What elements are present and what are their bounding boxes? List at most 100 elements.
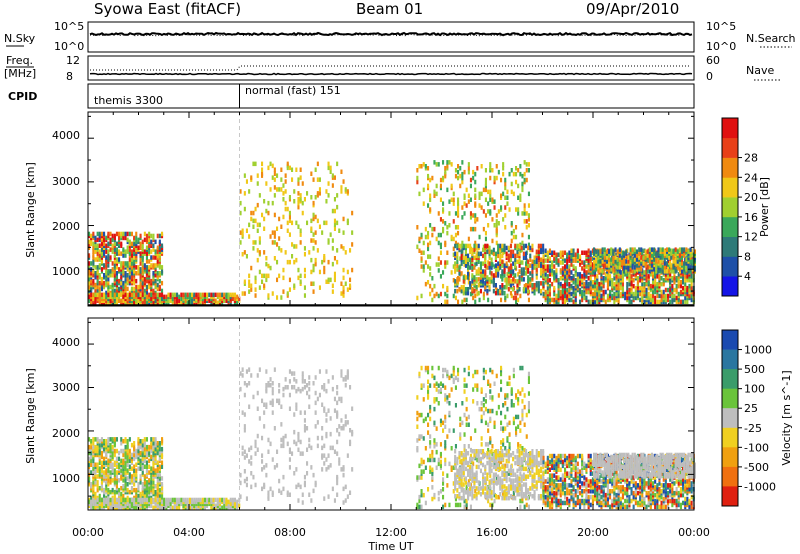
- heatmap-cell: [460, 253, 463, 259]
- heatmap-cell: [439, 242, 442, 248]
- heatmap-cell: [295, 484, 298, 490]
- heatmap-cell: [314, 261, 317, 267]
- heatmap-cell: [265, 463, 268, 468]
- heatmap-cell: [674, 247, 677, 252]
- heatmap-cell: [128, 503, 131, 508]
- heatmap-cell: [504, 225, 507, 230]
- heatmap-cell: [145, 269, 148, 274]
- heatmap-cell: [663, 261, 666, 266]
- heatmap-cell: [652, 297, 655, 303]
- heatmap-cell: [88, 231, 91, 237]
- heatmap-cell: [282, 474, 285, 480]
- heatmap-cell: [628, 299, 631, 305]
- heatmap-cell: [478, 203, 481, 208]
- heatmap-cell: [473, 275, 476, 280]
- heatmap-cell: [130, 261, 133, 266]
- heatmap-cell: [145, 493, 148, 499]
- heatmap-cell: [693, 265, 696, 270]
- heatmap-cell: [660, 289, 663, 295]
- heatmap-cell: [221, 497, 224, 503]
- heatmap-cell: [641, 295, 644, 301]
- heatmap-cell: [625, 269, 628, 274]
- heatmap-cell: [631, 265, 634, 270]
- heatmap-cell: [652, 264, 655, 269]
- heatmap-cell: [223, 298, 226, 303]
- heatmap-cell: [150, 480, 153, 485]
- heatmap-cell: [288, 379, 291, 384]
- heatmap-cell: [594, 283, 597, 289]
- heatmap-cell: [107, 263, 110, 268]
- heatmap-cell: [469, 247, 472, 253]
- heatmap-cell: [488, 277, 491, 282]
- heatmap-cell: [525, 177, 528, 183]
- heatmap-cell: [510, 221, 513, 226]
- heatmap-cell: [156, 482, 159, 487]
- heatmap-cell: [158, 278, 161, 284]
- heatmap-cell: [124, 261, 127, 266]
- heatmap-cell: [494, 271, 497, 276]
- heatmap-cell: [303, 379, 306, 384]
- heatmap-cell: [154, 456, 157, 462]
- heatmap-cell: [284, 433, 287, 439]
- heatmap-cell: [572, 299, 575, 305]
- heatmap-cell: [487, 209, 490, 214]
- heatmap-cell: [241, 410, 244, 415]
- heatmap-cell: [100, 468, 103, 473]
- heatmap-cell: [88, 284, 91, 290]
- heatmap-cell: [593, 247, 596, 252]
- heatmap-cell: [291, 242, 294, 247]
- heatmap-cell: [467, 280, 470, 285]
- heatmap-cell: [529, 263, 532, 268]
- heatmap-cell: [314, 195, 317, 200]
- heatmap-cell: [241, 451, 244, 456]
- heatmap-cell: [686, 299, 689, 305]
- heatmap-cell: [115, 247, 118, 252]
- heatmap-cell: [137, 265, 140, 270]
- heatmap-cell: [647, 280, 650, 285]
- heatmap-cell: [239, 200, 242, 206]
- heatmap-cell: [137, 466, 140, 471]
- heatmap-cell: [321, 385, 324, 390]
- heatmap-cell: [145, 237, 148, 243]
- heatmap-cell: [442, 201, 445, 206]
- heatmap-cell: [482, 226, 485, 232]
- heatmap-cell: [512, 269, 515, 274]
- heatmap-cell: [690, 293, 693, 299]
- heatmap-cell: [442, 226, 445, 232]
- heatmap-cell: [492, 273, 495, 278]
- heatmap-cell: [276, 242, 279, 247]
- heatmap-cell: [261, 459, 264, 464]
- heatmap-cell: [111, 497, 114, 503]
- heatmap-cell: [303, 418, 306, 423]
- heatmap-cell: [90, 292, 93, 298]
- heatmap-cell: [610, 261, 613, 266]
- heatmap-cell: [321, 259, 324, 265]
- heatmap-cell: [540, 281, 543, 286]
- heatmap-cell: [484, 168, 487, 173]
- heatmap-cell: [271, 230, 274, 235]
- heatmap-cell: [458, 243, 461, 249]
- heatmap-cell: [107, 241, 110, 247]
- heatmap-cell: [583, 295, 586, 301]
- heatmap-cell: [297, 431, 300, 437]
- heatmap-cell: [169, 497, 172, 503]
- heatmap-cell: [482, 187, 485, 193]
- heatmap-cell: [284, 189, 287, 194]
- heatmap-cell: [632, 278, 635, 283]
- heatmap-cell: [199, 497, 202, 503]
- colorbar-block: [722, 276, 738, 297]
- heatmap-cell: [564, 289, 567, 295]
- heatmap-cell: [630, 280, 633, 285]
- heatmap-cell: [293, 259, 296, 265]
- heatmap-cell: [107, 487, 110, 493]
- heatmap-cell: [318, 224, 321, 229]
- heatmap-cell: [420, 293, 423, 299]
- heatmap-cell: [161, 243, 164, 248]
- heatmap-cell: [186, 497, 189, 503]
- heatmap-cell: [152, 450, 155, 456]
- heatmap-cell: [329, 232, 332, 237]
- heatmap-cell: [314, 230, 317, 235]
- power-colorbar-frame: [721, 117, 739, 297]
- heatmap-cell: [256, 406, 259, 411]
- heatmap-cell: [437, 293, 440, 299]
